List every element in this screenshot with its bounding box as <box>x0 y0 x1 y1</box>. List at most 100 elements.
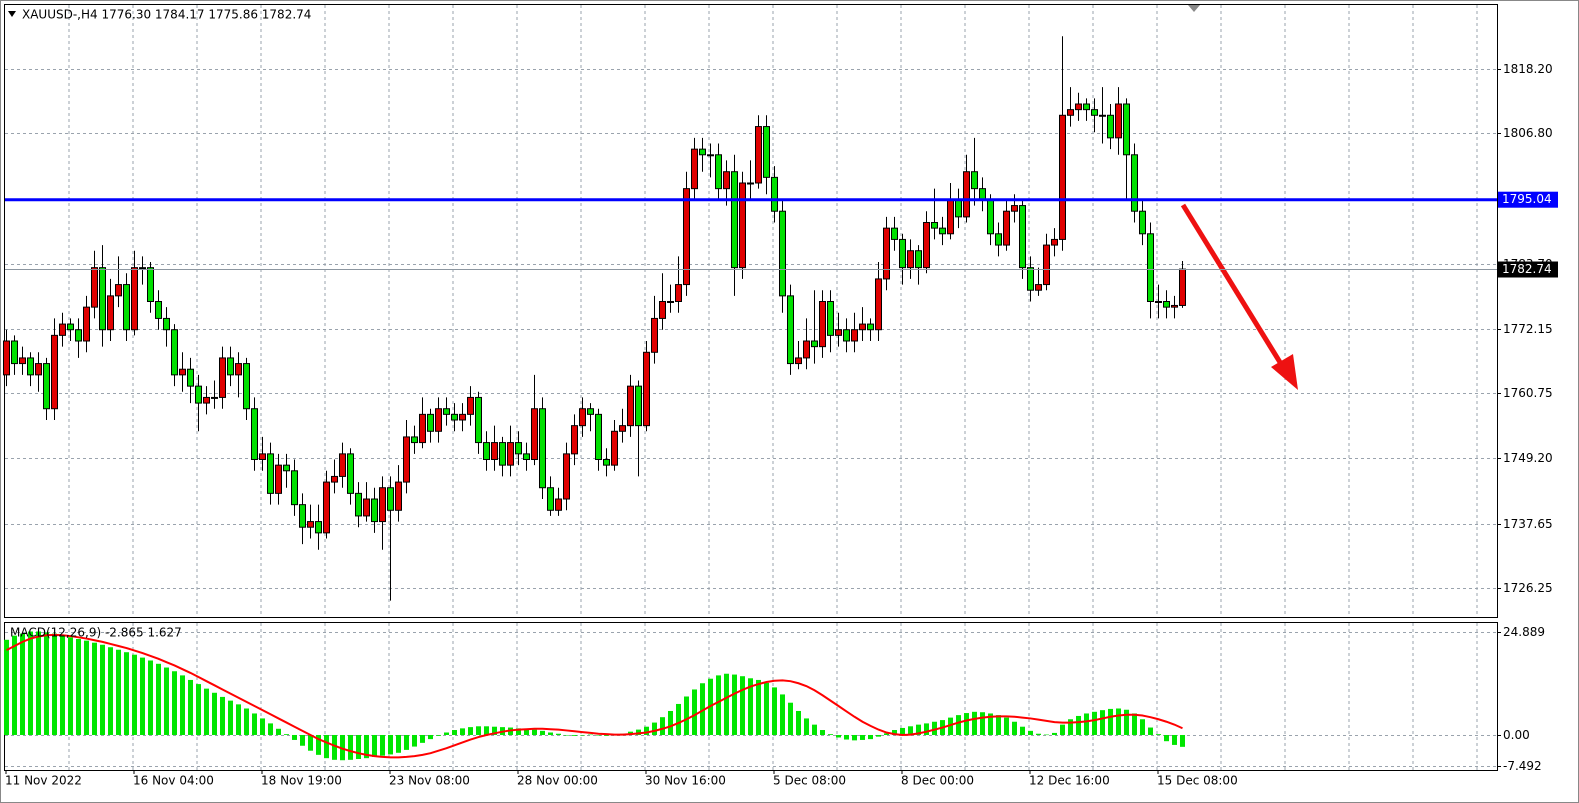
macd-bar <box>844 734 849 740</box>
macd-bar <box>1108 708 1113 735</box>
candle-body <box>547 487 554 511</box>
candle-body <box>579 408 586 427</box>
candle-body <box>651 317 658 353</box>
macd-bar <box>1172 734 1177 745</box>
candle-body <box>531 408 538 461</box>
candle-body <box>395 481 402 511</box>
macd-bar <box>260 718 265 735</box>
x-tick-label: 18 Nov 19:00 <box>261 774 342 788</box>
candle-body <box>595 413 602 461</box>
macd-bar <box>1020 726 1025 735</box>
macd-bar <box>748 678 753 735</box>
candle-body <box>1155 300 1162 303</box>
macd-bar <box>636 729 641 735</box>
candle-body <box>1027 267 1034 291</box>
macd-bar <box>484 726 489 735</box>
macd-bar <box>300 734 305 746</box>
macd-bar <box>1044 734 1049 736</box>
macd-bar <box>316 734 321 755</box>
candle-body <box>771 176 778 212</box>
candle-body <box>419 413 426 444</box>
macd-bar <box>860 734 865 740</box>
macd-bar <box>812 724 817 735</box>
candle-body <box>1123 103 1130 156</box>
macd-bar <box>52 633 57 735</box>
macd-bar <box>1060 724 1065 735</box>
macd-bar <box>108 647 113 735</box>
macd-bar <box>292 734 297 740</box>
macd-bar <box>868 734 873 740</box>
macd-bar <box>820 730 825 735</box>
macd-bar <box>412 734 417 747</box>
macd-bar <box>644 726 649 735</box>
macd-bar <box>828 734 833 735</box>
macd-bar <box>660 717 665 735</box>
candle-body <box>307 521 314 528</box>
candle-body <box>75 329 82 342</box>
candle-body <box>107 295 114 331</box>
candle-body <box>1011 205 1018 212</box>
candle-body <box>347 453 354 494</box>
macd-title: MACD(12,26,9) -2.865 1.627 <box>10 626 182 640</box>
macd-bar <box>524 729 529 735</box>
price-label: 1782.74 <box>1502 262 1552 276</box>
macd-bar <box>540 730 545 735</box>
x-tick-label: 5 Dec 08:00 <box>773 774 846 788</box>
candle-body <box>43 363 50 410</box>
candle-body <box>939 227 946 235</box>
candle-body <box>163 317 170 331</box>
candle-body <box>611 430 618 466</box>
macd-bar <box>268 723 273 735</box>
candle-body <box>795 357 802 365</box>
candle-body <box>1107 114 1114 139</box>
candle-body <box>563 453 570 500</box>
candle-body <box>427 413 434 432</box>
macd-bar <box>1068 719 1073 735</box>
y-tick-label: 1749.20 <box>1503 451 1553 465</box>
candle-body <box>491 442 498 461</box>
macd-bar <box>1116 708 1121 735</box>
macd-bar <box>212 692 217 735</box>
candle-body <box>947 199 954 235</box>
candle-body <box>731 171 738 269</box>
macd-bar <box>476 726 481 735</box>
candle-body <box>451 413 458 421</box>
y-tick-label: 1772.15 <box>1503 322 1553 336</box>
candle-body <box>1163 300 1170 308</box>
candle-body <box>923 221 930 269</box>
candle-body <box>179 368 186 376</box>
candle-body <box>1147 233 1154 302</box>
macd-bar <box>28 631 33 735</box>
candle-body <box>859 323 866 331</box>
y-tick-label: 1737.65 <box>1503 517 1553 531</box>
macd-bar <box>596 734 601 736</box>
macd-bar <box>140 657 145 735</box>
candle-body <box>635 385 642 427</box>
candle-body <box>683 188 690 286</box>
macd-bar <box>332 734 337 760</box>
macd-bar <box>1180 734 1185 747</box>
candle-body <box>1059 114 1066 240</box>
candle-body <box>715 154 722 190</box>
macd-bar <box>276 728 281 735</box>
macd-bar <box>996 715 1001 735</box>
macd-bar <box>68 637 73 735</box>
candle-body <box>851 329 858 342</box>
macd-bar <box>228 700 233 735</box>
macd-bar <box>364 734 369 759</box>
candle-body <box>83 306 90 342</box>
macd-bar <box>876 734 881 737</box>
macd-bar <box>244 708 249 735</box>
candle-body <box>971 171 978 190</box>
shift-marker <box>1188 5 1200 12</box>
macd-bar <box>948 717 953 735</box>
macd-bar <box>388 734 393 755</box>
macd-bar <box>156 663 161 735</box>
macd-bar <box>684 696 689 735</box>
candle-body <box>1115 103 1122 139</box>
candle-body <box>499 442 506 466</box>
macd-bar <box>396 734 401 753</box>
macd-bar <box>428 734 433 740</box>
candle-body <box>803 340 810 359</box>
